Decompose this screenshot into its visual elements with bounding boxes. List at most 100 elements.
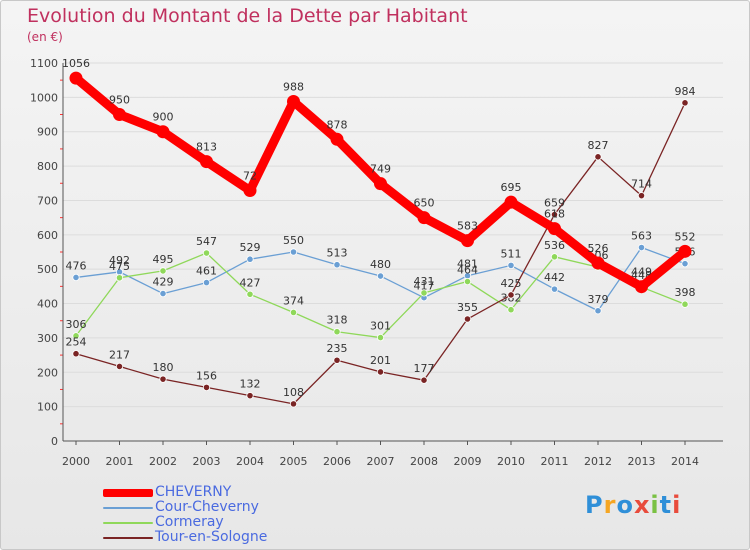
data-label-cheverny: 583 bbox=[457, 220, 478, 233]
data-label-cormeray: 306 bbox=[66, 318, 87, 331]
data-point-cormeray bbox=[159, 267, 167, 275]
y-tick-label: 1100 bbox=[30, 57, 58, 70]
data-point-cormeray bbox=[72, 332, 80, 340]
data-label-cheverny: 988 bbox=[283, 80, 304, 93]
data-label-cour-cheverny: 529 bbox=[240, 241, 261, 254]
legend-swatch bbox=[103, 537, 153, 539]
legend-item: Cour-Cheverny bbox=[103, 500, 363, 515]
y-tick-label: 700 bbox=[37, 194, 58, 207]
data-label-tour-en-sologne: 659 bbox=[544, 197, 565, 210]
data-point-cour-cheverny bbox=[594, 307, 602, 315]
data-label-cheverny: 813 bbox=[196, 141, 217, 154]
data-label-tour-en-sologne: 425 bbox=[501, 277, 522, 290]
data-label-cheverny: 695 bbox=[501, 181, 522, 194]
data-label-tour-en-sologne: 180 bbox=[153, 361, 174, 374]
data-label-cheverny: 449 bbox=[631, 266, 652, 279]
data-label-cour-cheverny: 513 bbox=[327, 247, 348, 260]
data-label-tour-en-sologne: 201 bbox=[370, 354, 391, 367]
data-point-cour-cheverny bbox=[333, 261, 341, 269]
data-point-cour-cheverny bbox=[159, 289, 167, 298]
data-label-cormeray: 431 bbox=[414, 275, 435, 288]
y-tick-label: 300 bbox=[37, 332, 58, 345]
data-label-cour-cheverny: 492 bbox=[109, 254, 130, 267]
x-tick-label: 2003 bbox=[193, 455, 221, 468]
data-point-tour-en-sologne bbox=[637, 192, 646, 200]
y-tick-label: 400 bbox=[37, 298, 58, 311]
data-point-cheverny bbox=[548, 222, 561, 236]
legend-swatch bbox=[103, 489, 153, 497]
data-point-cheverny bbox=[287, 94, 300, 108]
x-tick-label: 2001 bbox=[106, 455, 134, 468]
data-point-cormeray bbox=[681, 300, 689, 308]
logo-letter: P bbox=[585, 491, 604, 519]
chart-title: Evolution du Montant de la Dette par Hab… bbox=[27, 5, 468, 27]
data-label-cour-cheverny: 563 bbox=[631, 230, 652, 243]
data-label-cour-cheverny: 429 bbox=[153, 276, 174, 289]
data-point-cheverny bbox=[504, 195, 518, 209]
data-label-cour-cheverny: 379 bbox=[588, 293, 609, 306]
data-label-tour-en-sologne: 984 bbox=[675, 85, 696, 98]
data-point-cour-cheverny bbox=[289, 248, 298, 256]
data-point-tour-en-sologne bbox=[246, 392, 254, 400]
data-label-cheverny: 749 bbox=[370, 163, 391, 176]
data-point-cheverny bbox=[461, 234, 474, 248]
data-label-tour-en-sologne: 714 bbox=[631, 178, 652, 191]
data-point-cormeray bbox=[246, 290, 254, 298]
data-label-cheverny: 650 bbox=[414, 197, 435, 210]
data-point-tour-en-sologne bbox=[376, 368, 385, 376]
data-label-cheverny: 950 bbox=[109, 94, 130, 107]
data-label-cour-cheverny: 511 bbox=[501, 247, 522, 260]
data-point-cormeray bbox=[550, 253, 559, 261]
legend-swatch bbox=[103, 522, 153, 524]
y-tick-label: 500 bbox=[37, 263, 58, 276]
y-tick-label: 600 bbox=[37, 229, 58, 242]
legend-swatch bbox=[103, 507, 153, 509]
data-point-cour-cheverny bbox=[507, 261, 515, 270]
data-label-tour-en-sologne: 108 bbox=[283, 386, 304, 399]
data-label-cheverny: 900 bbox=[153, 111, 174, 124]
legend-label: Tour-en-Sologne bbox=[155, 529, 268, 545]
data-point-tour-en-sologne bbox=[507, 291, 515, 299]
data-point-cheverny bbox=[243, 183, 257, 197]
data-label-cormeray: 374 bbox=[283, 294, 304, 307]
data-label-cormeray: 318 bbox=[327, 314, 348, 327]
data-label-cormeray: 495 bbox=[153, 253, 174, 266]
data-label-tour-en-sologne: 235 bbox=[327, 342, 348, 355]
data-label-tour-en-sologne: 827 bbox=[588, 139, 609, 152]
data-label-cheverny: 878 bbox=[327, 118, 348, 131]
proxiti-logo: Proxiti bbox=[585, 491, 681, 519]
x-tick-label: 2010 bbox=[497, 455, 525, 468]
legend-item: Tour-en-Sologne bbox=[103, 530, 363, 545]
data-point-cormeray bbox=[115, 274, 124, 282]
data-point-cour-cheverny bbox=[376, 272, 385, 280]
data-label-tour-en-sologne: 132 bbox=[240, 378, 261, 391]
data-point-cormeray bbox=[333, 328, 341, 336]
y-tick-label: 0 bbox=[51, 435, 58, 448]
data-label-cormeray: 536 bbox=[544, 239, 565, 252]
data-label-cheverny: 526 bbox=[588, 242, 609, 255]
data-point-cormeray bbox=[420, 289, 428, 297]
x-tick-label: 2014 bbox=[671, 455, 699, 468]
data-point-cheverny bbox=[374, 177, 387, 191]
data-label-cheverny: 72 bbox=[243, 169, 257, 182]
chart-legend: CHEVERNY Cour-Cheverny Cormeray Tour-en-Sol… bbox=[103, 485, 363, 545]
x-tick-label: 2011 bbox=[541, 455, 569, 468]
data-point-tour-en-sologne bbox=[159, 375, 167, 383]
data-label-cormeray: 475 bbox=[109, 260, 130, 273]
x-tick-label: 2005 bbox=[280, 455, 308, 468]
logo-letter: r bbox=[603, 491, 617, 519]
data-point-cour-cheverny bbox=[202, 278, 211, 287]
y-tick-label: 800 bbox=[37, 160, 58, 173]
logo-letter: t bbox=[659, 491, 673, 519]
data-point-tour-en-sologne bbox=[681, 99, 689, 107]
x-tick-label: 2000 bbox=[62, 455, 90, 468]
data-label-cour-cheverny: 550 bbox=[283, 234, 304, 247]
data-point-cour-cheverny bbox=[637, 243, 646, 252]
data-point-cormeray bbox=[202, 249, 211, 257]
legend-label: Cormeray bbox=[155, 514, 224, 530]
legend-item: CHEVERNY bbox=[103, 485, 363, 500]
data-point-cheverny bbox=[330, 132, 344, 146]
data-label-cormeray: 427 bbox=[240, 276, 261, 289]
